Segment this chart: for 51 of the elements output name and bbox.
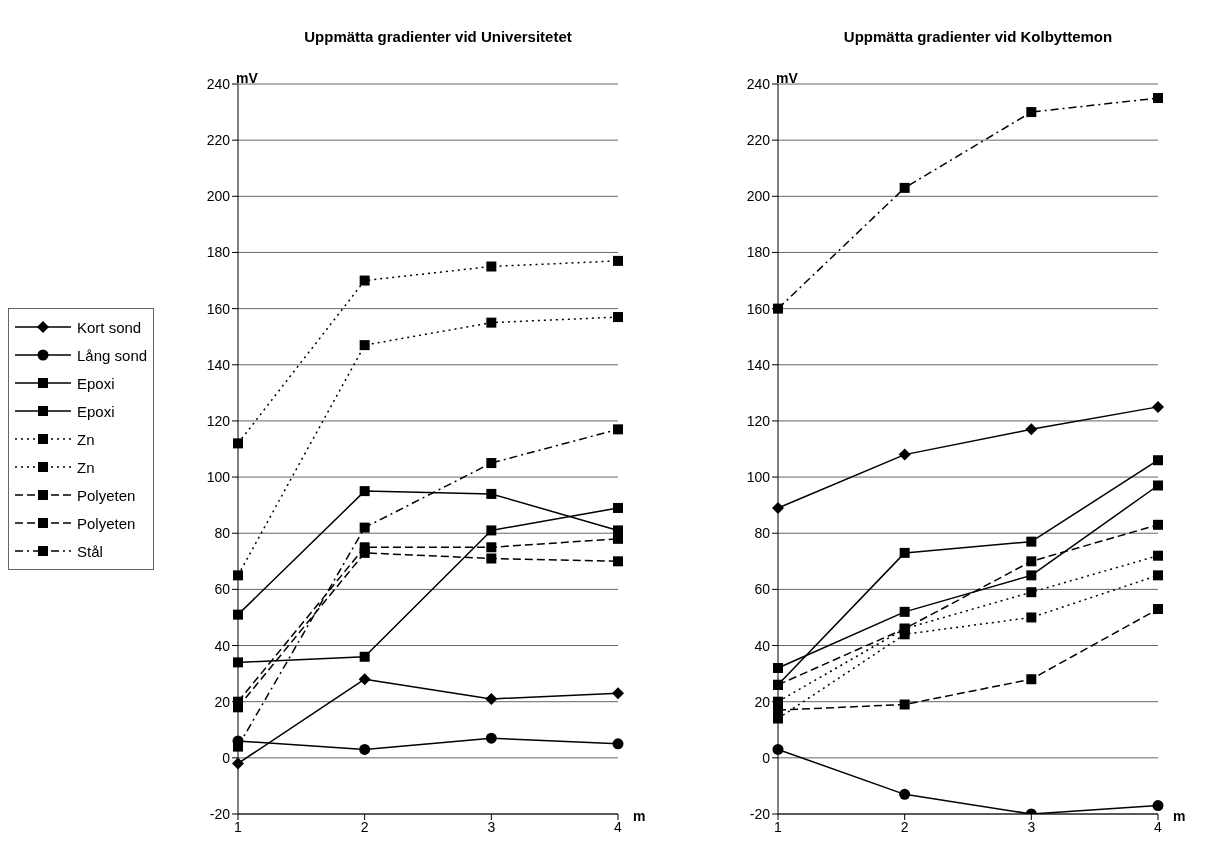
y-tick-label: 240 (746, 75, 771, 92)
x-tick-label: 4 (1154, 818, 1163, 835)
y-tick-label: 100 (206, 469, 231, 486)
y-tick-label: 160 (206, 300, 231, 317)
y-tick-label: -20 (749, 805, 771, 822)
y-tick-label: 220 (746, 132, 771, 149)
y-tick-label: 100 (746, 469, 771, 486)
legend-label: Polyeten (77, 486, 136, 504)
legend-label: Epoxi (77, 402, 115, 420)
legend-label: Lång sond (77, 346, 148, 364)
y-axis-title: mV (776, 70, 798, 86)
y-tick-label: 200 (746, 188, 771, 205)
y-tick-label: 40 (754, 637, 771, 654)
x-axis-title: m (633, 808, 646, 824)
legend-label: Stål (77, 542, 103, 560)
x-tick-label: 2 (360, 818, 369, 835)
legend-label: Epoxi (77, 374, 115, 392)
x-tick-label: 4 (614, 818, 623, 835)
y-tick-label: 180 (746, 244, 771, 261)
y-tick-label: -20 (209, 805, 231, 822)
y-tick-label: 40 (214, 637, 231, 654)
y-tick-label: 120 (206, 412, 231, 429)
y-tick-label: 220 (206, 132, 231, 149)
legend-label: Zn (77, 458, 95, 476)
y-tick-label: 160 (746, 300, 771, 317)
y-tick-label: 80 (214, 525, 231, 542)
y-tick-label: 60 (754, 581, 771, 598)
chart-title: Uppmätta gradienter vid Universitetet (303, 28, 573, 45)
x-tick-label: 1 (234, 818, 243, 835)
y-tick-label: 180 (206, 244, 231, 261)
y-axis-title: mV (236, 70, 258, 86)
y-tick-label: 0 (762, 749, 771, 766)
x-tick-label: 3 (1027, 818, 1036, 835)
legend-label: Kort sond (77, 318, 142, 336)
y-tick-label: 120 (746, 412, 771, 429)
y-tick-label: 140 (746, 356, 771, 373)
y-tick-label: 20 (214, 693, 231, 710)
y-tick-label: 240 (206, 75, 231, 92)
legend-label: Polyeten (77, 514, 136, 532)
y-tick-label: 20 (754, 693, 771, 710)
chart-title: Uppmätta gradienter vid Kolbyttemon (842, 28, 1114, 45)
x-axis-title: m (1173, 808, 1186, 824)
y-tick-label: 60 (214, 581, 231, 598)
legend-label: Zn (77, 430, 95, 448)
x-tick-label: 3 (487, 818, 496, 835)
y-tick-label: 140 (206, 356, 231, 373)
x-tick-label: 2 (900, 818, 909, 835)
y-tick-label: 0 (222, 749, 231, 766)
y-tick-label: 80 (754, 525, 771, 542)
y-tick-label: 200 (206, 188, 231, 205)
x-tick-label: 1 (774, 818, 783, 835)
